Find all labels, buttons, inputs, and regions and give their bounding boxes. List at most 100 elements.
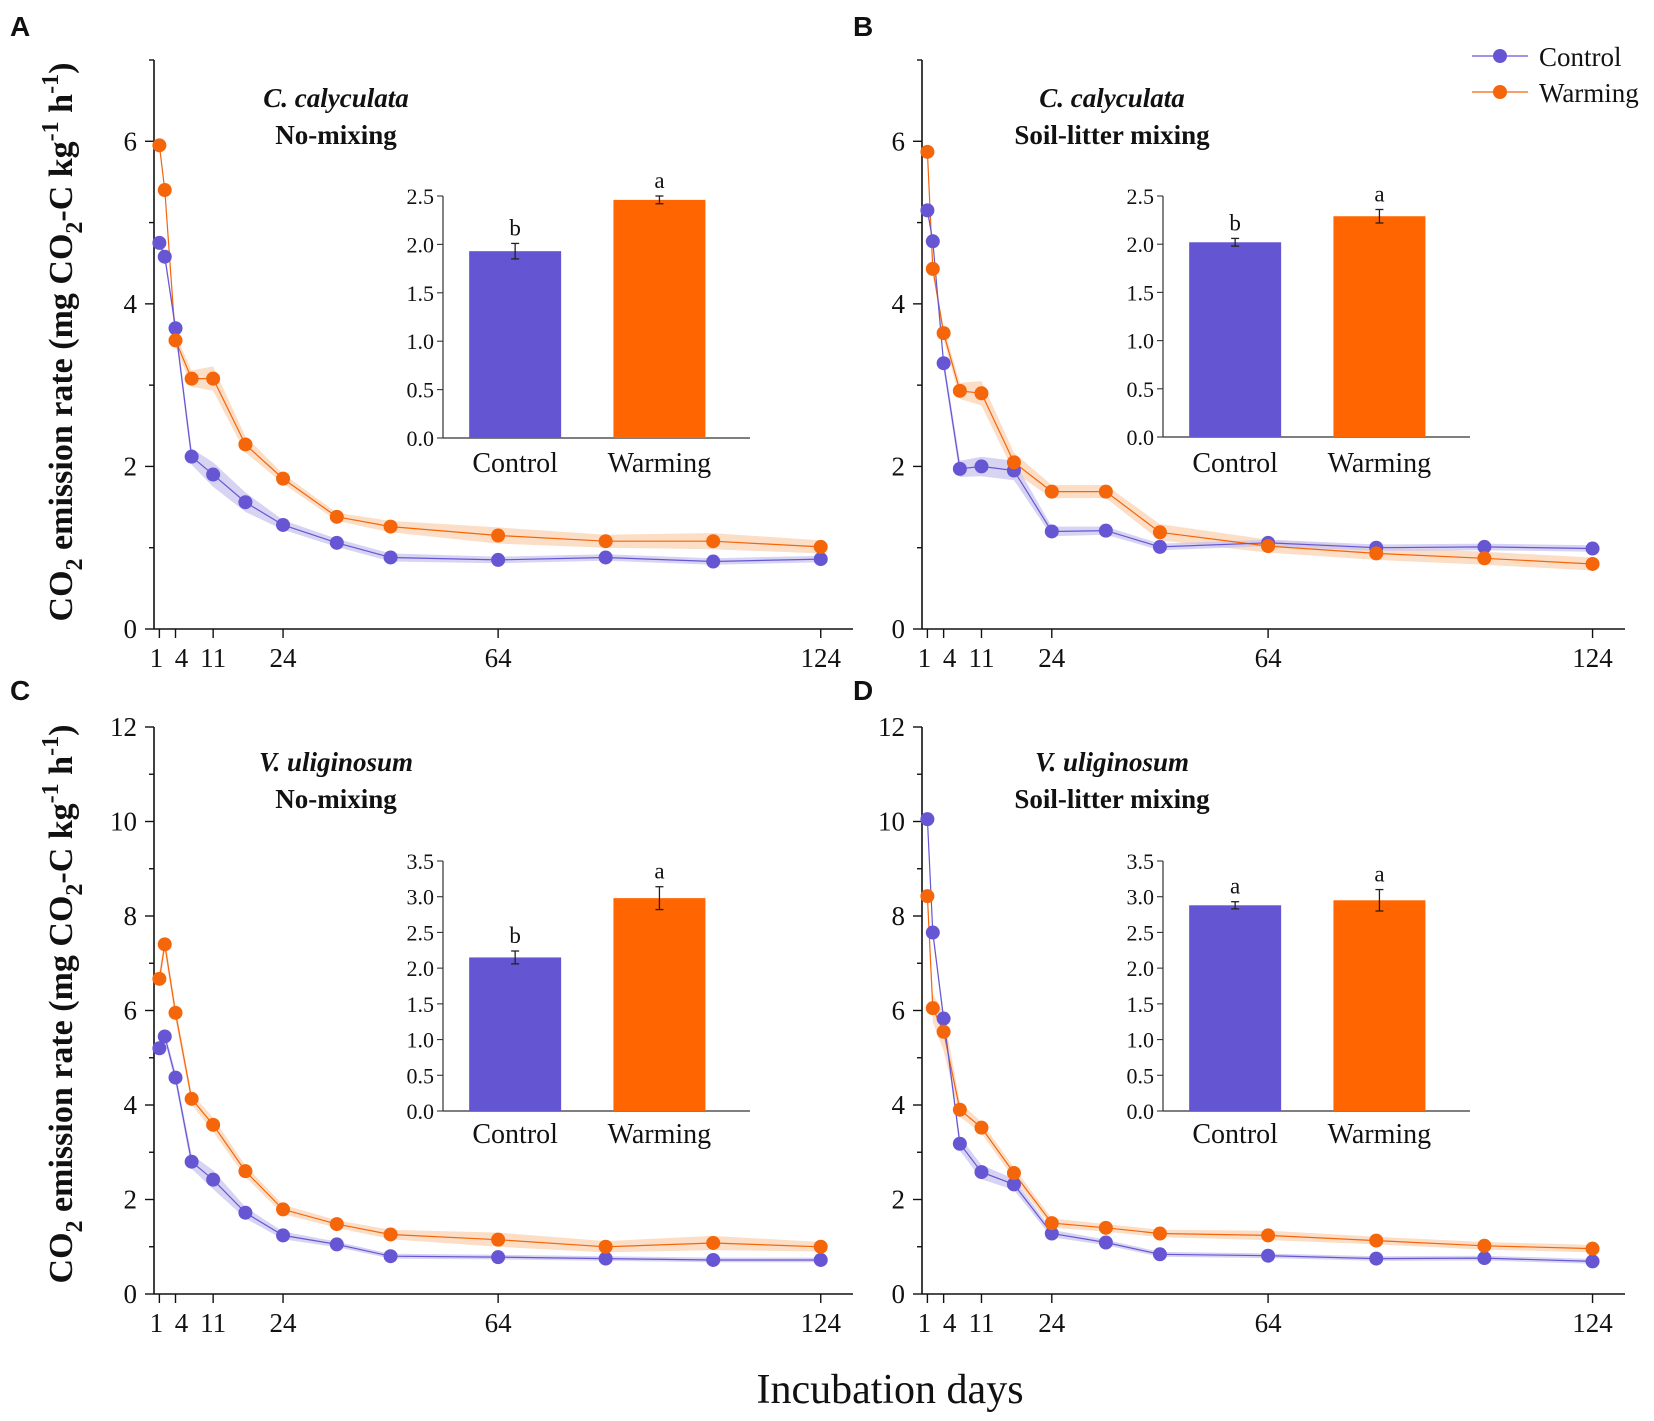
point-warming	[1152, 1226, 1167, 1241]
x-tick-label: 4	[943, 643, 957, 673]
point-control	[383, 1249, 398, 1264]
inset-bar-chart: 0.0 0.5 1.0 1.5 2.0 2.5 b Control a Warming	[407, 168, 750, 479]
point-warming	[383, 1227, 398, 1242]
y-tick-label: 12	[878, 712, 905, 742]
y-tick-label: 10	[110, 807, 137, 837]
inset-bar-control	[469, 251, 562, 438]
y-tick-label: 0	[124, 1279, 138, 1309]
y-tick-label: 0	[892, 614, 906, 644]
inset-category-label: Control	[472, 1119, 558, 1150]
inset-bar-warming	[613, 898, 706, 1111]
x-tick-label: 24	[270, 643, 298, 673]
point-warming	[1261, 1228, 1276, 1243]
point-warming	[1369, 1233, 1384, 1248]
legend-warming-label: Warming	[1539, 78, 1639, 108]
point-control	[184, 1154, 199, 1169]
panel-title-treatment: Soil-litter mixing	[1014, 784, 1210, 814]
y-tick-label: 12	[110, 712, 137, 742]
point-control	[598, 550, 613, 565]
inset-significance-label: a	[654, 168, 664, 193]
point-warming	[925, 261, 940, 276]
point-control	[152, 1041, 167, 1056]
point-warming	[813, 539, 828, 554]
y-tick-label: 6	[892, 126, 906, 156]
inset-y-tick-label: 1.5	[407, 992, 435, 1017]
point-control	[168, 321, 183, 336]
x-tick-label: 1	[150, 1308, 164, 1338]
inset-bar-chart: 0.0 0.5 1.0 1.5 2.0 2.5 3.0 3.5 b Control a Warming	[407, 849, 750, 1150]
inset-significance-label: a	[1230, 874, 1240, 899]
point-control	[329, 1237, 344, 1252]
inset-significance-label: a	[1374, 862, 1384, 887]
y-tick-label: 10	[878, 807, 905, 837]
point-warming	[1098, 484, 1113, 499]
point-warming	[329, 509, 344, 524]
point-control	[1585, 1254, 1600, 1269]
point-control	[168, 1070, 183, 1085]
panel-letter: D	[853, 675, 873, 706]
point-warming	[276, 471, 291, 486]
point-warming	[276, 1202, 291, 1217]
inset-category-label: Control	[472, 448, 558, 479]
point-warming	[598, 1239, 613, 1254]
point-warming	[1261, 539, 1276, 554]
legend-control-marker	[1493, 49, 1507, 63]
inset-category-label: Control	[1192, 1119, 1278, 1150]
point-warming	[206, 1117, 221, 1132]
point-control	[1261, 1248, 1276, 1263]
point-control	[1098, 1235, 1113, 1250]
panel-title-treatment: Soil-litter mixing	[1014, 120, 1210, 150]
point-warming	[1369, 546, 1384, 561]
point-control	[1152, 539, 1167, 554]
point-control	[925, 234, 940, 249]
point-warming	[157, 937, 172, 952]
point-warming	[491, 528, 506, 543]
inset-y-tick-label: 1.0	[407, 1028, 435, 1053]
inset-y-tick-label: 0.0	[407, 1099, 435, 1124]
x-tick-label: 11	[968, 1308, 994, 1338]
point-warming	[152, 138, 167, 153]
y-tick-label: 6	[124, 126, 138, 156]
point-warming	[1477, 551, 1492, 566]
x-tick-label: 24	[1038, 643, 1066, 673]
y-tick-label: 6	[892, 996, 906, 1026]
point-warming	[383, 519, 398, 534]
inset-y-tick-label: 3.0	[1127, 885, 1155, 910]
point-warming	[1006, 1166, 1021, 1181]
point-warming	[1044, 484, 1059, 499]
inset-y-tick-label: 0.0	[1127, 425, 1155, 450]
point-warming	[952, 1102, 967, 1117]
inset-significance-label: b	[509, 215, 521, 240]
point-control	[920, 812, 935, 827]
inset-bar-control	[1189, 905, 1282, 1111]
point-control	[925, 925, 940, 940]
point-control	[276, 517, 291, 532]
inset-category-label: Warming	[1328, 1119, 1432, 1150]
x-tick-label: 124	[1572, 643, 1613, 673]
point-control	[952, 1136, 967, 1151]
x-tick-label: 64	[485, 1308, 513, 1338]
inset-y-tick-label: 2.5	[407, 920, 435, 945]
y-tick-label: 2	[124, 1185, 138, 1215]
point-control	[974, 1165, 989, 1180]
point-warming	[157, 183, 172, 198]
point-control	[936, 1011, 951, 1026]
point-warming	[1006, 455, 1021, 470]
point-warming	[168, 1005, 183, 1020]
x-tick-label: 64	[1255, 643, 1283, 673]
x-tick-label: 1	[150, 643, 164, 673]
legend-warming-marker	[1493, 85, 1507, 99]
inset-y-tick-label: 1.0	[1127, 329, 1155, 354]
y-tick-label: 4	[892, 1090, 906, 1120]
y-tick-label: 0	[124, 614, 138, 644]
point-warming	[706, 534, 721, 549]
y-tick-label: 8	[124, 901, 138, 931]
x-tick-label: 4	[175, 643, 189, 673]
y-axis-label-top: CO2 emission rate (mg CO2-C kg-1 h-1)	[38, 63, 88, 622]
panel-letter: B	[853, 11, 873, 42]
point-control	[1477, 539, 1492, 554]
inset-bar-control	[1189, 242, 1282, 437]
